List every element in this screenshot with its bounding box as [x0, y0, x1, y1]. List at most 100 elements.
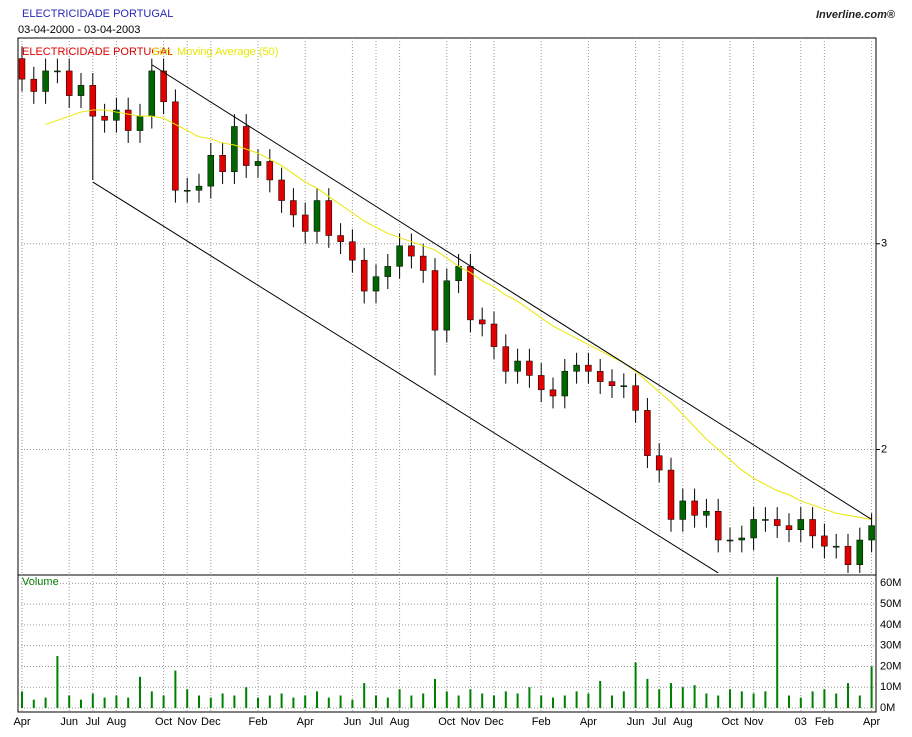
volume-bar [717, 695, 720, 708]
candle-body [809, 519, 816, 537]
candle-body [408, 245, 415, 257]
x-tick-label: Jun [344, 716, 362, 728]
volume-bar [386, 697, 389, 708]
trend-line [92, 181, 719, 574]
x-tick-label: Dec [201, 716, 221, 728]
candle-body [301, 214, 309, 232]
volume-bar [528, 687, 531, 708]
candle-body [691, 500, 698, 516]
y-tick-label: 3 [881, 238, 887, 250]
candle-body [655, 455, 663, 471]
volume-bar [670, 683, 672, 708]
candle-body [514, 360, 521, 372]
candle-body [254, 161, 262, 166]
candle-body [537, 375, 545, 391]
candle-body [113, 109, 120, 121]
x-tick-label: Nov [461, 716, 481, 728]
volume-bar [280, 693, 283, 708]
candle-body [478, 319, 486, 325]
candle-body [77, 85, 85, 96]
candle-body [65, 70, 73, 96]
candle-body [54, 70, 61, 73]
x-tick-label: Aug [107, 716, 127, 728]
candle-body [195, 185, 203, 191]
candle-body [762, 519, 769, 521]
moving-average-line [45, 109, 872, 520]
volume-bar [705, 693, 708, 708]
volume-bar [351, 699, 354, 708]
chart-subtitle: 03-04-2000 - 03-04-2003 [18, 24, 140, 36]
volume-bar [740, 691, 743, 708]
volume-bar [103, 697, 106, 708]
volume-bar [799, 697, 802, 708]
volume-bar [481, 693, 484, 708]
volume-bar [599, 680, 602, 708]
volume-bar [150, 691, 153, 708]
volume-bar [68, 695, 71, 708]
candle-body [785, 525, 793, 530]
volume-bar [292, 697, 295, 708]
candle-body [431, 270, 439, 331]
volume-bar [516, 693, 519, 708]
volume-bar [186, 689, 189, 708]
volume-bar [469, 689, 472, 708]
x-tick-label: Dec [484, 716, 504, 728]
candle-body [384, 266, 392, 277]
candle-body [455, 266, 462, 282]
candle-body [219, 155, 226, 172]
candle-body [502, 346, 510, 372]
candle-body [573, 364, 580, 372]
volume-bar [80, 699, 82, 708]
x-tick-label: Aug [673, 716, 693, 728]
candle-body [832, 545, 840, 548]
legend-volume: Volume [22, 576, 59, 588]
volume-bar [646, 678, 649, 708]
volume-bar [127, 697, 130, 708]
candle-body [183, 190, 191, 192]
volume-bar [823, 689, 826, 708]
volume-bar [587, 693, 590, 708]
candle-body [667, 469, 675, 520]
candle-body [242, 126, 250, 166]
candle-body [773, 519, 781, 526]
candle-body [443, 280, 451, 331]
x-tick-label: Oct [155, 716, 172, 728]
x-tick-label: Apr [297, 716, 314, 728]
candle-body [30, 78, 38, 92]
candle-body [349, 241, 356, 261]
volume-bar [611, 695, 613, 708]
candle-body [596, 371, 604, 382]
candle-body [396, 245, 403, 267]
candle-body [868, 525, 875, 541]
volume-bar [304, 695, 307, 708]
volume-bar [788, 695, 790, 708]
x-tick-label: Jun [60, 716, 78, 728]
candle-body [360, 259, 368, 292]
volume-bar [32, 699, 35, 708]
candle-body [620, 385, 628, 387]
x-tick-label: Aug [390, 716, 410, 728]
chart-title: ELECTRICIDADE PORTUGAL [22, 8, 173, 20]
x-tick-label: Nov [177, 716, 197, 728]
volume-bar [375, 695, 377, 708]
volume-bar [56, 656, 59, 708]
candle-body [714, 510, 722, 541]
candle-body [608, 381, 616, 386]
candle-body [337, 235, 344, 242]
brand-logo: Inverline.com® [816, 9, 896, 21]
volume-bar [398, 689, 401, 708]
candle-body [490, 323, 498, 347]
x-tick-label: Oct [721, 716, 738, 728]
x-tick-label: Oct [438, 716, 455, 728]
candle-body [124, 109, 132, 131]
candle-body [172, 101, 179, 191]
volume-bar [575, 691, 578, 708]
x-tick-label: Jun [627, 716, 645, 728]
candle-body [419, 255, 427, 271]
volume-bar [115, 695, 118, 708]
volume-bar [209, 697, 212, 708]
candle-body [632, 385, 639, 411]
candle-body [313, 200, 321, 232]
candle-body [231, 126, 238, 172]
